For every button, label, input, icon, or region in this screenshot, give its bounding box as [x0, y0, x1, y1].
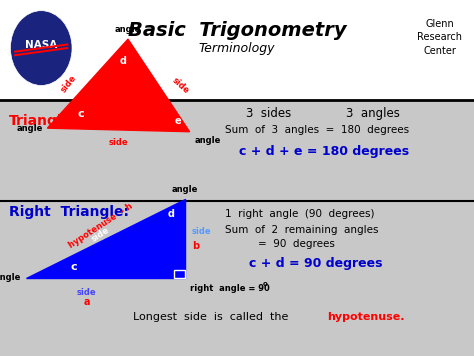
Text: Basic  Trigonometry: Basic Trigonometry	[128, 21, 346, 40]
Text: Right  Triangle:: Right Triangle:	[9, 205, 128, 219]
Text: =  90  degrees: = 90 degrees	[258, 239, 335, 249]
Text: c: c	[77, 109, 84, 119]
Text: Triangle:: Triangle:	[9, 114, 77, 128]
Text: Sum  of  2  remaining  angles: Sum of 2 remaining angles	[225, 225, 379, 235]
Bar	[0, 0, 474, 100]
Text: side: side	[59, 73, 78, 94]
Text: Glenn
Research
Center: Glenn Research Center	[417, 19, 462, 56]
Text: c + d = 90 degrees: c + d = 90 degrees	[249, 257, 383, 270]
Bar	[174, 270, 185, 278]
Text: NASA: NASA	[25, 40, 57, 49]
Text: e: e	[174, 116, 181, 126]
Ellipse shape	[10, 11, 72, 85]
Text: c: c	[70, 262, 77, 272]
Polygon shape	[47, 39, 190, 132]
Text: right  angle = 90: right angle = 90	[190, 284, 269, 293]
Text: a: a	[83, 297, 90, 307]
Text: angle: angle	[0, 273, 21, 282]
Text: d: d	[120, 56, 127, 66]
Text: side: side	[170, 75, 191, 95]
Polygon shape	[26, 199, 185, 278]
Text: Longest  side  is  called  the: Longest side is called the	[133, 312, 292, 322]
Text: c + d + e = 180 degrees: c + d + e = 180 degrees	[239, 145, 410, 158]
Text: angle: angle	[115, 25, 141, 34]
Text: side: side	[90, 226, 111, 244]
Text: Terminology: Terminology	[199, 42, 275, 54]
Text: b: b	[192, 241, 199, 251]
Text: hypotenuse  – h: hypotenuse – h	[67, 202, 135, 250]
Text: angle: angle	[16, 124, 43, 133]
Text: o: o	[263, 281, 268, 287]
Text: angle: angle	[194, 136, 221, 145]
Text: hypotenuse.: hypotenuse.	[327, 312, 405, 322]
Text: Sum  of  3  angles  =  180  degrees: Sum of 3 angles = 180 degrees	[225, 125, 409, 135]
Text: side: side	[109, 138, 128, 147]
Text: side: side	[77, 288, 96, 297]
Text: side: side	[192, 227, 211, 236]
Text: 3  angles: 3 angles	[346, 108, 400, 120]
Text: 1  right  angle  (90  degrees): 1 right angle (90 degrees)	[225, 209, 374, 219]
Text: angle: angle	[172, 185, 198, 194]
Text: 3  sides: 3 sides	[246, 108, 292, 120]
Text: d: d	[168, 209, 175, 219]
